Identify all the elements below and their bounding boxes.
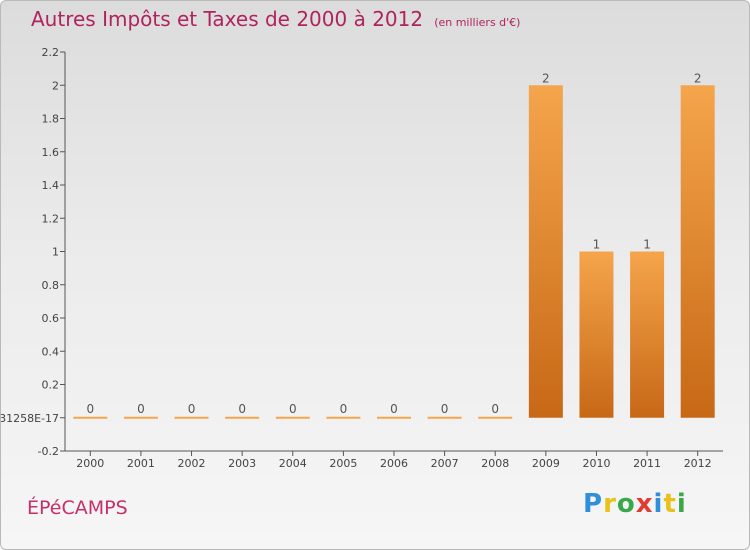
chart-title: Autres Impôts et Taxes de 2000 à 2012 (e… <box>31 7 520 31</box>
data-label: 0 <box>238 402 246 416</box>
data-label: 1 <box>593 238 601 252</box>
bar <box>680 85 715 418</box>
data-label: 0 <box>137 402 145 416</box>
bar <box>377 416 411 419</box>
x-tick-label: 2006 <box>380 457 408 470</box>
commune-name: ÉPéCAMPS <box>27 497 128 519</box>
y-tick-label: 1.8 <box>42 113 60 126</box>
logo-letter: i <box>653 489 664 519</box>
bar <box>225 416 260 419</box>
data-label: 0 <box>491 402 499 416</box>
x-tick-label: 2003 <box>228 457 256 470</box>
y-tick-label: 1.2 <box>42 212 60 225</box>
data-label: 0 <box>188 402 196 416</box>
bar <box>174 416 209 419</box>
logo-letter: t <box>663 489 677 519</box>
y-tick-label: 1.4 <box>42 179 60 192</box>
x-tick-label: 2007 <box>431 457 459 470</box>
logo-letter: r <box>603 489 617 519</box>
data-label: 0 <box>340 402 348 416</box>
data-label: 2 <box>542 71 550 85</box>
bar <box>73 416 108 419</box>
y-tick-label: 0.2 <box>42 379 60 392</box>
data-label: 0 <box>441 402 449 416</box>
bar <box>123 416 158 419</box>
logo-letter: o <box>616 489 636 519</box>
y-tick-label: -5.5511151231258E-17 <box>1 412 59 425</box>
chart-title-main: Autres Impôts et Taxes de 2000 à 2012 <box>31 7 424 31</box>
x-tick-label: 2009 <box>532 457 560 470</box>
x-tick-label: 2012 <box>684 457 712 470</box>
data-label: 0 <box>390 402 398 416</box>
x-tick-label: 2004 <box>279 457 307 470</box>
logo-letter: P <box>583 489 604 519</box>
proxiti-logo: Proxiti <box>583 489 687 519</box>
y-tick-label: 0.6 <box>42 312 60 325</box>
y-tick-label: 0.8 <box>42 279 60 292</box>
bar <box>630 251 665 418</box>
bar <box>579 251 614 418</box>
y-tick-label: 1.6 <box>42 146 60 159</box>
x-tick-label: 2005 <box>329 457 357 470</box>
x-tick-label: 2011 <box>633 457 661 470</box>
bar <box>528 85 563 418</box>
bar <box>275 416 310 419</box>
x-tick-label: 2010 <box>582 457 610 470</box>
bar <box>427 416 462 419</box>
data-label: 0 <box>289 402 297 416</box>
y-tick-label: 2 <box>52 79 59 92</box>
logo-letter: x <box>635 489 654 519</box>
data-label: 1 <box>643 238 651 252</box>
data-label: 0 <box>86 402 94 416</box>
y-tick-label: 0.4 <box>42 345 60 358</box>
chart-title-unit: (en milliers d'€) <box>434 16 521 29</box>
x-tick-label: 2002 <box>178 457 206 470</box>
x-tick-label: 2000 <box>76 457 104 470</box>
y-tick-label: 1 <box>52 246 59 259</box>
x-tick-label: 2001 <box>127 457 155 470</box>
data-label: 2 <box>694 71 702 85</box>
y-tick-label: 2.2 <box>42 46 60 59</box>
x-tick-label: 2008 <box>481 457 509 470</box>
y-tick-label: -0.2 <box>38 445 59 458</box>
bar <box>478 416 513 419</box>
bar <box>326 416 361 419</box>
logo-letter: i <box>676 489 687 519</box>
